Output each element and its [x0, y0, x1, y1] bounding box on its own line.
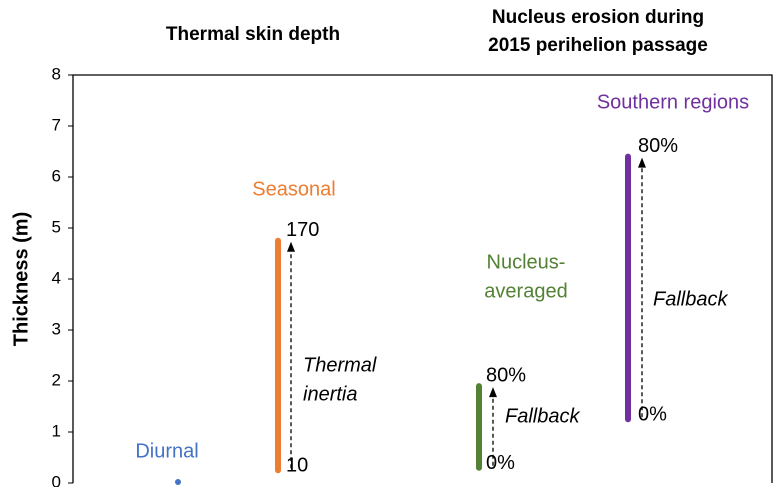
column-header: Nucleus erosion during: [492, 7, 704, 28]
series-label: averaged: [484, 280, 567, 302]
high-label: 170: [286, 219, 319, 241]
y-axis-label: Thickness (m): [10, 212, 32, 346]
series-label: Southern regions: [597, 91, 749, 113]
column-header: 2015 perihelion passage: [488, 35, 708, 56]
y-tick-label: 1: [52, 421, 61, 440]
arrow-label: Fallback: [505, 405, 580, 427]
series-label: Nucleus-: [487, 251, 566, 273]
arrow-head: [489, 387, 497, 398]
low-label: 10: [286, 455, 308, 477]
column-header: Thermal skin depth: [166, 24, 340, 45]
series-label: Seasonal: [252, 178, 335, 200]
y-tick-label: 7: [52, 115, 61, 134]
y-tick-label: 0: [52, 472, 61, 487]
arrow-label: Thermal: [303, 354, 377, 376]
y-tick-label: 6: [52, 166, 61, 185]
y-tick-label: 3: [52, 319, 61, 338]
series-label: Diurnal: [135, 440, 198, 462]
arrow-label: inertia: [303, 383, 357, 405]
y-tick-label: 5: [52, 217, 61, 236]
arrow-label: Fallback: [653, 288, 728, 310]
arrow-head: [287, 241, 295, 252]
y-tick-label: 2: [52, 370, 61, 389]
arrow-head: [638, 157, 646, 168]
low-label: 0%: [486, 452, 515, 474]
high-label: 80%: [486, 364, 526, 386]
y-tick-label: 8: [52, 64, 61, 83]
y-tick-label: 4: [52, 268, 61, 287]
low-label: 0%: [638, 404, 667, 426]
high-label: 80%: [638, 135, 678, 157]
